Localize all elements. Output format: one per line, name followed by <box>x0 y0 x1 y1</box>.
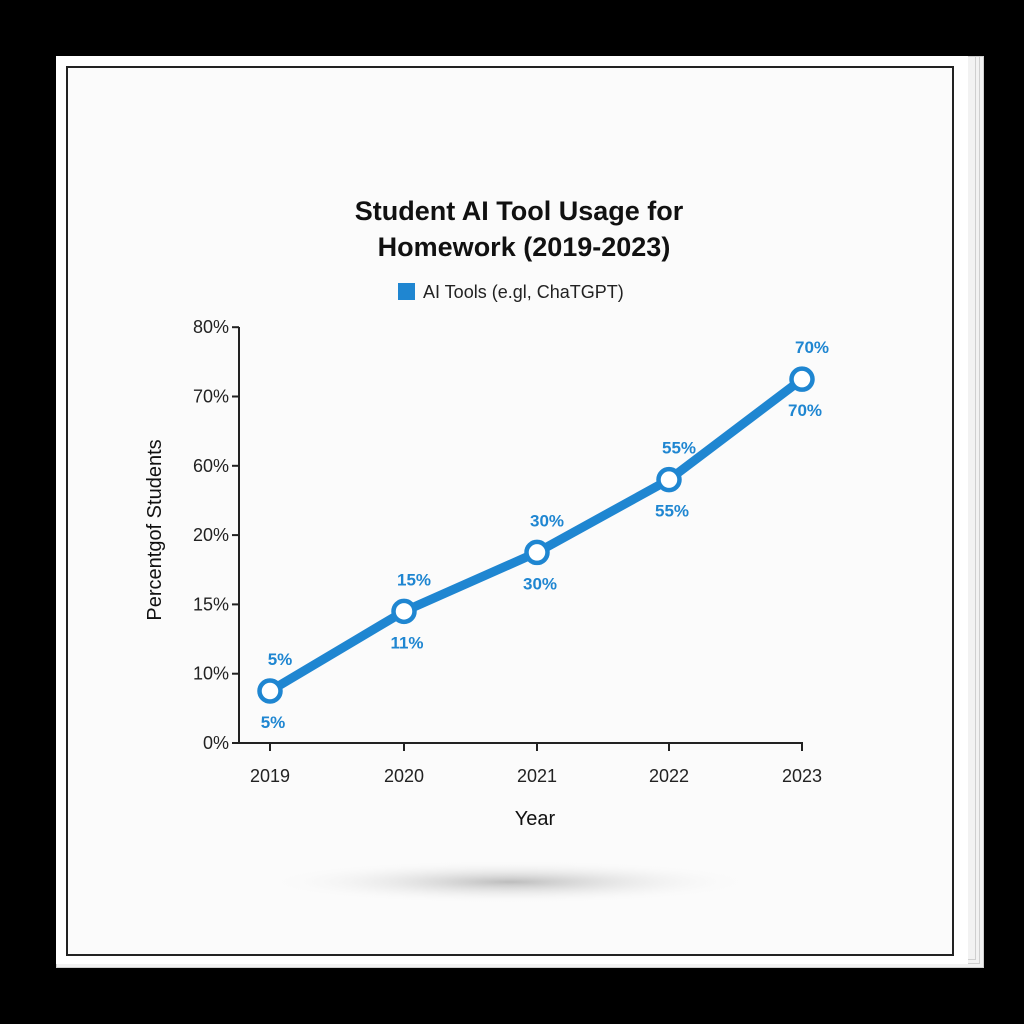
data-labels: 5% 5% 15% 11% 30% 30% 55% 55% 70% 70% <box>261 338 829 732</box>
data-point <box>789 366 815 392</box>
front-sheet <box>56 56 968 964</box>
x-axis-ticks: 2019 2020 2021 2022 2023 <box>250 743 822 786</box>
y-tick-label: 60% <box>193 456 229 476</box>
data-label-above: 70% <box>795 338 829 357</box>
y-tick-label: 80% <box>193 317 229 337</box>
x-tick-label: 2021 <box>517 766 557 786</box>
y-tick-label: 0% <box>203 733 229 753</box>
data-point <box>656 466 682 493</box>
drop-shadow <box>260 860 760 904</box>
sheet-border <box>66 66 954 956</box>
data-label-above: 55% <box>662 439 696 458</box>
chart-title-line-2: Homework (2019-2023) <box>378 232 671 262</box>
x-tick-label: 2019 <box>250 766 290 786</box>
x-tick-label: 2020 <box>384 766 424 786</box>
x-tick-label: 2022 <box>649 766 689 786</box>
data-label-below: 70% <box>788 401 822 420</box>
data-label-above: 5% <box>268 650 293 669</box>
x-tick-label: 2023 <box>782 766 822 786</box>
data-label-below: 11% <box>390 633 423 652</box>
data-label-above: 30% <box>530 511 564 530</box>
y-tick-label: 15% <box>193 594 229 614</box>
chart-title-line-1: Student AI Tool Usage for <box>355 196 684 226</box>
x-axis-title: Year <box>515 808 556 830</box>
y-axis-title: Percentgof Students <box>144 439 166 620</box>
paper-stack <box>56 56 986 970</box>
legend-swatch <box>398 283 415 300</box>
data-label-below: 5% <box>261 713 286 732</box>
y-tick-label: 10% <box>193 664 229 684</box>
data-point <box>391 598 417 625</box>
data-point <box>524 539 550 566</box>
y-tick-label: 20% <box>193 525 229 545</box>
data-point <box>257 678 283 704</box>
data-label-above: 15% <box>397 570 431 589</box>
data-label-below: 30% <box>523 574 557 593</box>
legend-label: AI Tools (e.gl, ChaTGPT) <box>423 282 624 302</box>
data-label-below: 55% <box>655 502 689 521</box>
y-axis-ticks: 0% 10% 15% 20% 60% 70% 80% <box>193 317 239 753</box>
series-layer <box>257 366 815 704</box>
series-line <box>265 374 807 696</box>
y-tick-label: 70% <box>193 387 229 407</box>
